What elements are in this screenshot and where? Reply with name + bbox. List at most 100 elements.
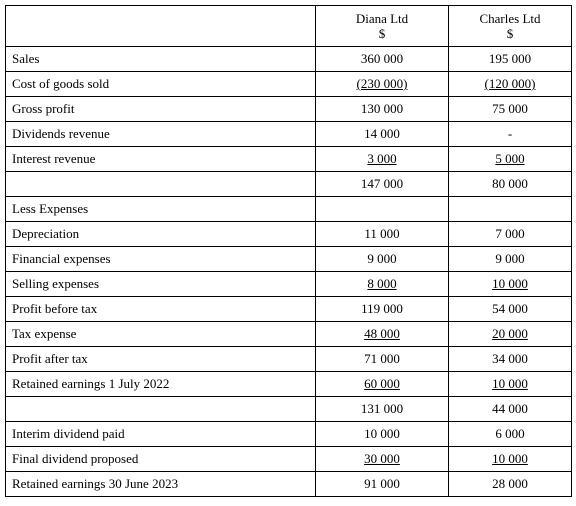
cell-value: 14 000 <box>364 126 400 141</box>
column-unit: $ <box>378 26 386 41</box>
table-row: Interim dividend paid 10 000 6 000 <box>5 421 572 447</box>
table-row: Selling expenses 8 000 10 000 <box>5 271 572 297</box>
cell: 130 000 <box>315 96 449 122</box>
cell: 7 000 <box>448 221 572 247</box>
cell: 91 000 <box>315 471 449 497</box>
cell-value: 9 000 <box>495 251 525 266</box>
cell-value: (230 000) <box>356 76 408 91</box>
cell: 147 000 <box>315 171 449 197</box>
row-label: Final dividend proposed <box>5 446 316 472</box>
row-label: Interim dividend paid <box>5 421 316 447</box>
cell-value: 9 000 <box>367 251 397 266</box>
cell-value: 7 000 <box>495 226 525 241</box>
row-label: Gross profit <box>5 96 316 122</box>
table-row: 131 000 44 000 <box>5 396 572 422</box>
cell: 10 000 <box>315 421 449 447</box>
cell: 10 000 <box>448 371 572 397</box>
cell-value: 10 000 <box>364 426 400 441</box>
column-name: Diana Ltd <box>355 11 409 26</box>
cell-value: 6 000 <box>495 426 525 441</box>
cell: 9 000 <box>448 246 572 272</box>
cell-value: 195 000 <box>488 51 532 66</box>
column-name: Charles Ltd <box>479 11 541 26</box>
cell-value: 5 000 <box>495 151 525 166</box>
cell: 28 000 <box>448 471 572 497</box>
cell: 44 000 <box>448 396 572 422</box>
cell: 14 000 <box>315 121 449 147</box>
cell-value: 11 000 <box>364 226 400 241</box>
cell: 54 000 <box>448 296 572 322</box>
row-label: Sales <box>5 46 316 72</box>
cell: 195 000 <box>448 46 572 72</box>
cell-value: 48 000 <box>364 326 400 341</box>
cell: 10 000 <box>448 446 572 472</box>
column-unit: $ <box>506 26 514 41</box>
cell-value: (120 000) <box>484 76 536 91</box>
cell-value: 147 000 <box>360 176 404 191</box>
cell: 30 000 <box>315 446 449 472</box>
cell: 10 000 <box>448 271 572 297</box>
table-row: Cost of goods sold (230 000) (120 000) <box>5 71 572 97</box>
table-row: Retained earnings 30 June 2023 91 000 28 0… <box>5 471 572 497</box>
cell-value: 44 000 <box>492 401 528 416</box>
cell-value: 20 000 <box>492 326 528 341</box>
row-label: Depreciation <box>5 221 316 247</box>
table-row: Financial expenses 9 000 9 000 <box>5 246 572 272</box>
column-header: Diana Ltd $ <box>315 5 449 47</box>
row-label: Cost of goods sold <box>5 71 316 97</box>
table-row: Final dividend proposed 30 000 10 000 <box>5 446 572 472</box>
cell-value: 119 000 <box>361 301 403 316</box>
cell: 9 000 <box>315 246 449 272</box>
cell-value: 80 000 <box>492 176 528 191</box>
cell-value: 8 000 <box>367 276 397 291</box>
table-row: Gross profit 130 000 75 000 <box>5 96 572 122</box>
header-row: Diana Ltd $ Charles Ltd $ <box>5 5 572 47</box>
table-row: Depreciation 11 000 7 000 <box>5 221 572 247</box>
table-body: Sales 360 000 195 000 Cost of goods sold (23… <box>5 46 572 497</box>
row-label: Tax expense <box>5 321 316 347</box>
table-row: Less Expenses <box>5 196 572 222</box>
financial-table: Diana Ltd $ Charles Ltd $ Sales 360 000 195 0… <box>5 5 572 497</box>
cell: 119 000 <box>315 296 449 322</box>
cell: 20 000 <box>448 321 572 347</box>
row-label: Selling expenses <box>5 271 316 297</box>
cell: (120 000) <box>448 71 572 97</box>
cell: 3 000 <box>315 146 449 172</box>
cell: 48 000 <box>315 321 449 347</box>
column-header: Charles Ltd $ <box>448 5 572 47</box>
table-row: Profit before tax 119 000 54 000 <box>5 296 572 322</box>
cell-value: 10 000 <box>492 276 528 291</box>
table-row: Dividends revenue 14 000 - <box>5 121 572 147</box>
cell-value: 3 000 <box>367 151 397 166</box>
cell: 6 000 <box>448 421 572 447</box>
header-blank <box>5 5 316 47</box>
row-label: Profit after tax <box>5 346 316 372</box>
table-row: Interest revenue 3 000 5 000 <box>5 146 572 172</box>
row-label <box>5 396 316 422</box>
cell-value: 75 000 <box>492 101 528 116</box>
row-label: Financial expenses <box>5 246 316 272</box>
row-label: Retained earnings 1 July 2022 <box>5 371 316 397</box>
cell: 80 000 <box>448 171 572 197</box>
cell-value: 91 000 <box>364 476 400 491</box>
cell: - <box>448 121 572 147</box>
row-label <box>5 171 316 197</box>
cell: 8 000 <box>315 271 449 297</box>
cell-value: 130 000 <box>360 101 404 116</box>
cell: 131 000 <box>315 396 449 422</box>
cell-value: 60 000 <box>364 376 400 391</box>
cell-value: 34 000 <box>492 351 528 366</box>
cell <box>315 196 449 222</box>
cell-value: 10 000 <box>492 451 528 466</box>
row-label: Retained earnings 30 June 2023 <box>5 471 316 497</box>
row-label: Profit before tax <box>5 296 316 322</box>
cell-value: 360 000 <box>360 51 404 66</box>
cell: 60 000 <box>315 371 449 397</box>
cell-value: 30 000 <box>364 451 400 466</box>
row-label: Interest revenue <box>5 146 316 172</box>
table-row: Profit after tax 71 000 34 000 <box>5 346 572 372</box>
cell: 5 000 <box>448 146 572 172</box>
row-label: Dividends revenue <box>5 121 316 147</box>
row-label: Less Expenses <box>5 196 316 222</box>
